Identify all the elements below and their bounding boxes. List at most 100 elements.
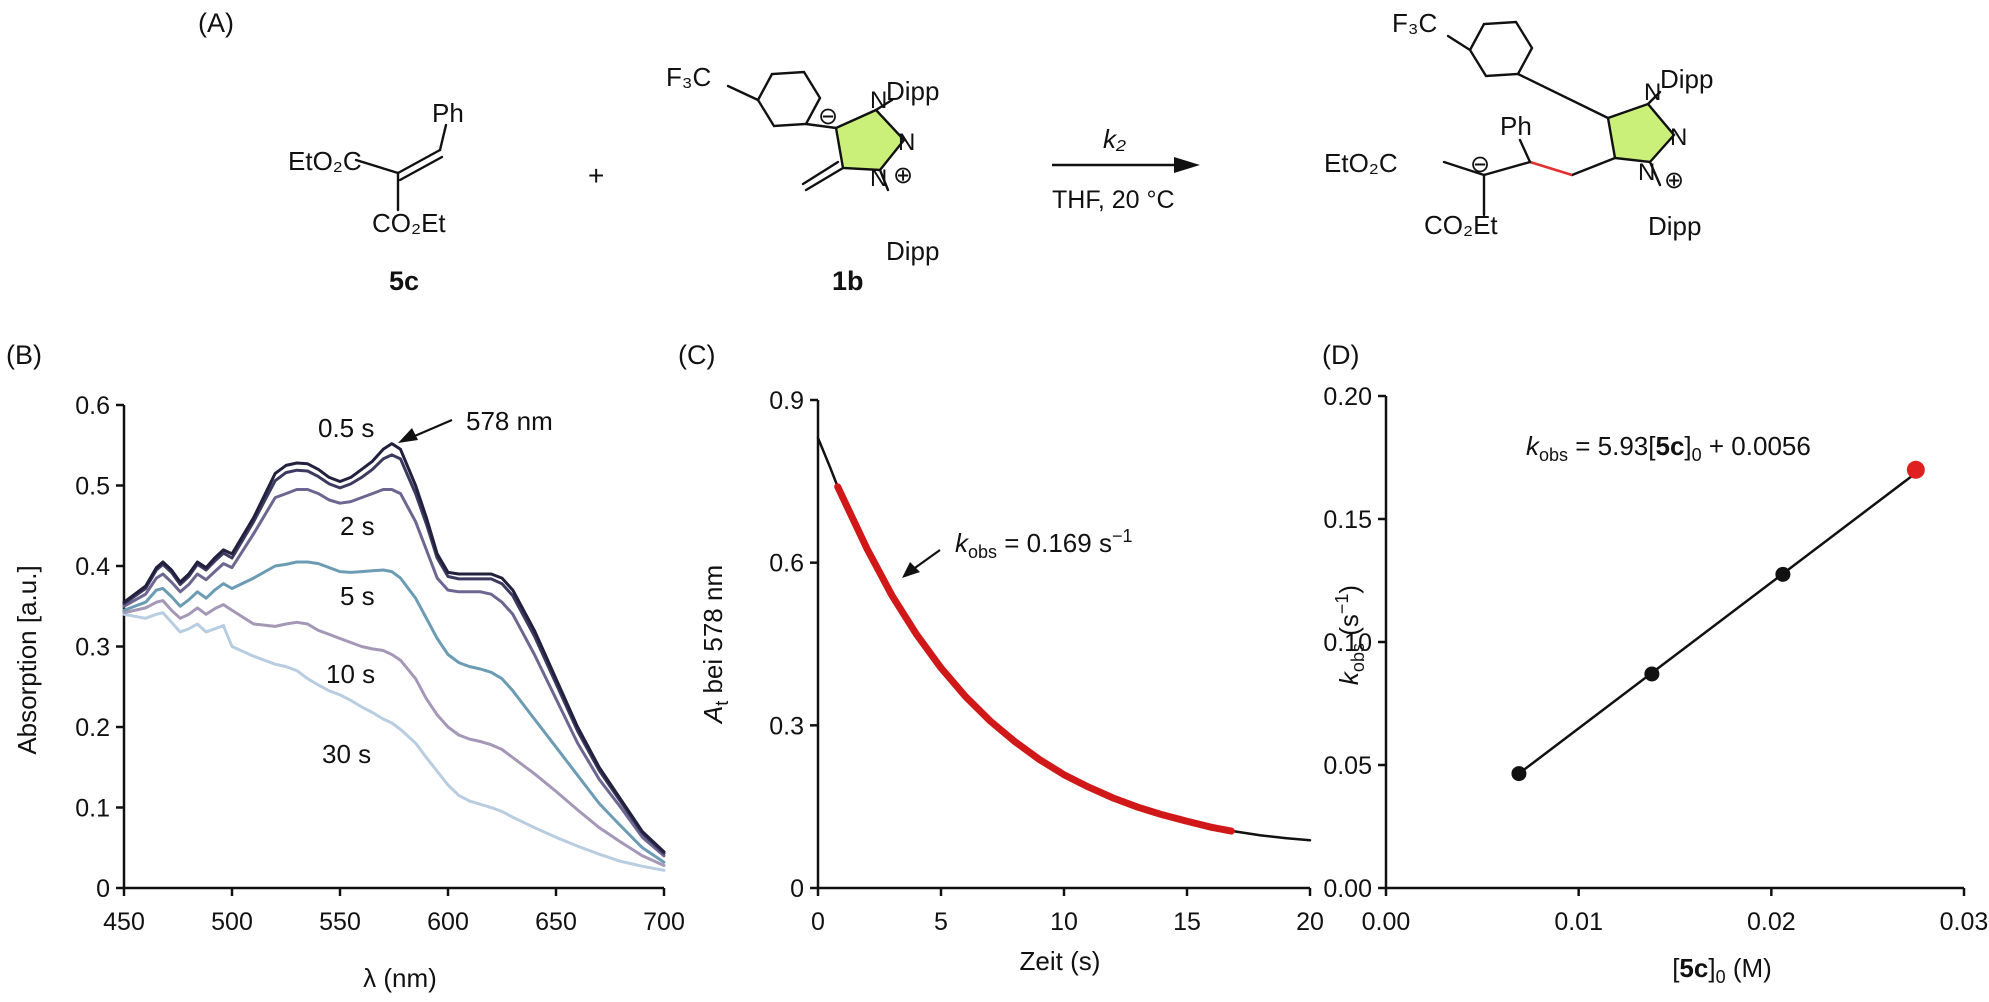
product-ester1-text: EtO₂C bbox=[1324, 148, 1398, 178]
chart-b-series-label: 2 s bbox=[340, 511, 375, 541]
chart-c-absorbance-decay: 0 0.3 0.6 0.9 0 5 10 15 20 bbox=[769, 387, 1324, 936]
panel-label-b: (B) bbox=[6, 340, 42, 370]
chart-b-y-tick-label: 0.2 bbox=[75, 714, 110, 742]
aryl-ring bbox=[756, 70, 822, 128]
chart-d-data-point bbox=[1644, 666, 1660, 682]
product-n1: N bbox=[1644, 79, 1661, 106]
chart-d-y-tick-label: 0.05 bbox=[1323, 752, 1372, 780]
chart-c-x-tick-label: 10 bbox=[1050, 908, 1078, 936]
chart-b-series-label: 5 s bbox=[340, 581, 375, 611]
product-n2: N bbox=[1670, 124, 1687, 151]
chart-d-y-tick-label: 0.20 bbox=[1323, 383, 1372, 411]
compound-label-5c: 5c bbox=[389, 266, 419, 296]
chart-b-series-line bbox=[122, 611, 666, 872]
chart-d-data-point bbox=[1906, 460, 1925, 479]
axis-title-b-y: Absorption [a.u.] bbox=[12, 565, 42, 754]
chart-b-y-tick-label: 0 bbox=[96, 875, 110, 903]
reaction-conditions: THF, 20 °C bbox=[1052, 186, 1175, 214]
chart-b-x-tick-label: 500 bbox=[211, 908, 253, 936]
chart-b-y-tick-label: 0.1 bbox=[75, 795, 110, 823]
rate-constant-k2: k₂ bbox=[1103, 124, 1126, 154]
triazole-ring bbox=[834, 108, 906, 172]
chart-b-series-label: 10 s bbox=[326, 659, 375, 689]
chart-c-raw-trace bbox=[816, 436, 1312, 842]
reactant2-minus: ⊖ bbox=[818, 103, 838, 130]
panel-label-d: (D) bbox=[1322, 340, 1359, 370]
annotation-578nm-arrow bbox=[398, 418, 453, 443]
chart-b-y-tick-label: 0.5 bbox=[75, 473, 110, 501]
chart-c-x-tick-label: 5 bbox=[934, 908, 948, 936]
reactant1-ester1-text: EtO₂C bbox=[288, 146, 362, 176]
product-aryl-ring bbox=[1468, 20, 1534, 78]
compound-label-1b: 1b bbox=[832, 266, 864, 296]
reactant2-plus: ⊕ bbox=[893, 162, 913, 189]
product-n3: N bbox=[1638, 159, 1655, 186]
chart-c-y-tick-label: 0 bbox=[790, 875, 804, 903]
annotation-kobs-arrow bbox=[902, 549, 941, 578]
chart-c-x-tick-label: 15 bbox=[1173, 908, 1201, 936]
reaction-arrow: k₂ THF, 20 °C bbox=[1052, 124, 1200, 214]
reactant-5c: Ph EtO₂C CO₂Et 5c bbox=[288, 98, 464, 296]
chart-b-series-label: 0.5 s bbox=[318, 413, 374, 443]
chart-c-y-tick-label: 0.9 bbox=[769, 387, 804, 415]
chart-d-x-tick-label: 0.03 bbox=[1940, 908, 1989, 936]
chart-d-x-tick-label: 0.00 bbox=[1362, 908, 1411, 936]
chart-b-y-tick-label: 0.6 bbox=[75, 392, 110, 420]
chart-b-series-line bbox=[122, 560, 666, 864]
chart-d-y-tick-label: 0.00 bbox=[1323, 875, 1372, 903]
product-plus: ⊕ bbox=[1664, 167, 1684, 194]
panel-label-c: (C) bbox=[678, 340, 715, 370]
reactant1-ph-text: Ph bbox=[432, 98, 464, 128]
reactant2-n3: N bbox=[870, 165, 887, 192]
panel-label-a: (A) bbox=[198, 8, 234, 38]
chart-b-series-label: 30 s bbox=[322, 739, 371, 769]
chart-d-x-tick-label: 0.02 bbox=[1747, 908, 1796, 936]
reactant2-n2: N bbox=[898, 129, 915, 156]
product-triazole-ring bbox=[1606, 102, 1676, 164]
chart-b-series-line bbox=[122, 599, 666, 867]
reactant-1b: F₃C ⊖ N Dipp N N ⊕ Dipp 1b bbox=[666, 62, 939, 296]
chart-b-series-line bbox=[122, 442, 666, 854]
chart-b-series-line bbox=[122, 488, 666, 858]
axis-title-c-x: Zeit (s) bbox=[1020, 946, 1101, 976]
chart-c-fit-curve bbox=[834, 483, 1235, 835]
chart-b-y-tick-label: 0.3 bbox=[75, 634, 110, 662]
product-ph-text: Ph bbox=[1500, 111, 1532, 141]
chart-c-y-tick-label: 0.6 bbox=[769, 550, 804, 578]
chart-b-uvvis-spectra: 0 0.1 0.2 0.3 0.4 0.5 0.6 450 500 550 600 650 700 0.5… bbox=[75, 392, 685, 936]
chart-b-x-tick-label: 650 bbox=[535, 908, 577, 936]
plus-sign: + bbox=[588, 160, 604, 191]
chart-b-x-tick-label: 700 bbox=[643, 908, 685, 936]
product: F₃C Ph EtO₂C ⊖ CO₂Et N Dipp N N ⊕ Dipp bbox=[1324, 8, 1713, 241]
product-cf3-text: F₃C bbox=[1392, 8, 1437, 38]
fit-equation: kobs = 5.93[5c]0 + 0.0056 bbox=[1526, 431, 1811, 465]
chart-b-x-tick-label: 450 bbox=[103, 908, 145, 936]
chart-d-kobs-plot: 0.00 0.05 0.10 0.15 0.20 0.00 0.01 0.02 0.03 bbox=[1323, 383, 1988, 936]
chart-d-y-tick-label: 0.10 bbox=[1323, 629, 1372, 657]
reactant2-dipp-top: Dipp bbox=[886, 76, 939, 106]
reactant2-n1: N bbox=[870, 87, 887, 114]
annotation-578nm: 578 nm bbox=[466, 406, 553, 436]
product-dipp-bottom: Dipp bbox=[1648, 211, 1701, 241]
chart-d-data-point bbox=[1775, 566, 1791, 582]
chart-d-y-tick-label: 0.15 bbox=[1323, 506, 1372, 534]
reactant2-cf3-text: F₃C bbox=[666, 62, 711, 92]
product-dipp-top: Dipp bbox=[1660, 64, 1713, 94]
chart-d-data-point bbox=[1511, 766, 1527, 782]
axis-title-c-y: At bei 578 nm bbox=[698, 565, 732, 725]
reactant1-ester2-text: CO₂Et bbox=[372, 208, 446, 238]
axis-title-d-x: [5c]0 (M) bbox=[1672, 953, 1772, 987]
chart-c-y-tick-label: 0.3 bbox=[769, 712, 804, 740]
chart-d-fit-line bbox=[1518, 472, 1917, 775]
chart-d-x-tick-label: 0.01 bbox=[1554, 908, 1603, 936]
product-minus: ⊖ bbox=[1470, 151, 1490, 178]
annotation-kobs-c: kobs = 0.169 s−1 bbox=[955, 526, 1132, 562]
chart-c-x-tick-label: 20 bbox=[1296, 908, 1324, 936]
product-ester2-text: CO₂Et bbox=[1424, 210, 1498, 240]
chart-b-y-tick-label: 0.4 bbox=[75, 553, 110, 581]
axis-title-d-y: kobs (s−1) bbox=[1332, 585, 1368, 685]
axis-title-b-x: λ (nm) bbox=[363, 963, 437, 993]
chart-b-x-tick-label: 550 bbox=[319, 908, 361, 936]
reactant2-dipp-bottom: Dipp bbox=[886, 236, 939, 266]
